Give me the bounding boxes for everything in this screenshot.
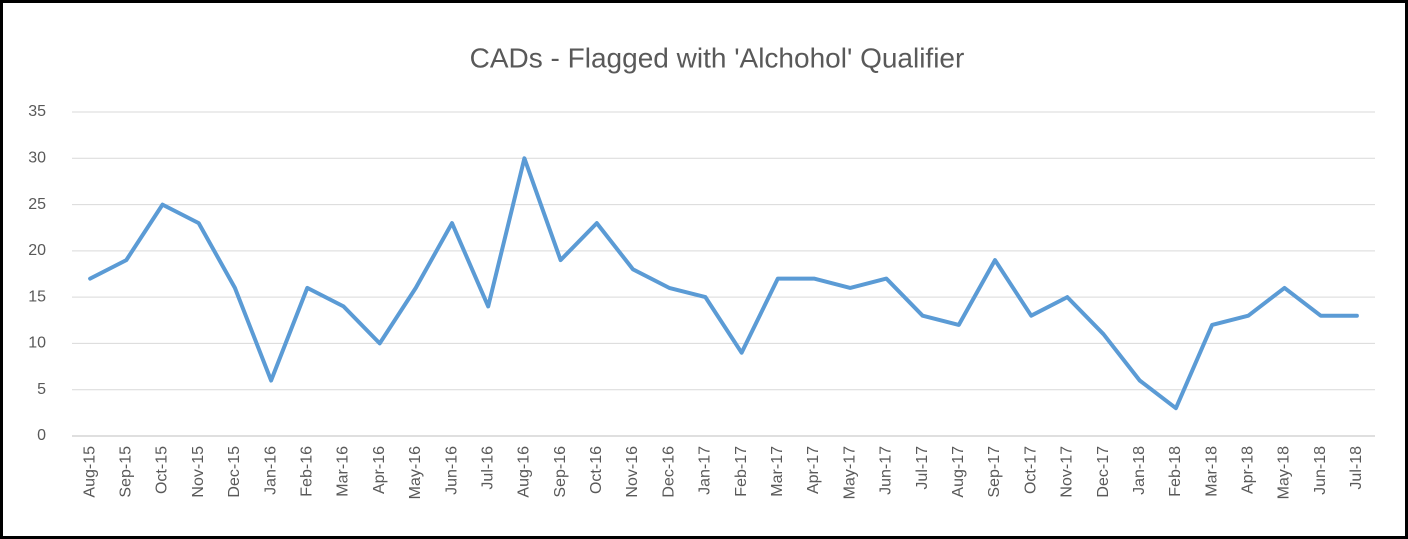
x-tick-label: Jun-18 [1312,446,1329,495]
y-tick-label: 10 [28,335,46,352]
x-tick-label: Dec-17 [1095,446,1112,498]
x-tick-label: Aug-15 [81,446,98,498]
x-tick-label: Aug-17 [950,446,967,498]
y-tick-label: 0 [37,427,46,444]
chart-title: CADs - Flagged with 'Alchohol' Qualifier [470,42,965,73]
x-tick-label: Oct-16 [588,446,605,494]
x-tick-label: Jan-18 [1131,446,1148,495]
x-tick-label: Sep-17 [986,446,1003,498]
x-tick-label: Dec-15 [226,446,243,498]
x-tick-label: Jul-18 [1348,446,1365,490]
x-tick-label: May-17 [841,446,858,499]
x-tick-label: Oct-15 [154,446,171,494]
x-tick-label: Apr-16 [371,446,388,494]
x-tick-label: Nov-16 [624,446,641,498]
x-tick-label: Mar-18 [1203,446,1220,497]
x-tick-label: Feb-17 [733,446,750,497]
data-line [88,156,1359,411]
x-tick-label: Jul-17 [914,446,931,490]
x-tick-label: Jan-16 [262,446,279,495]
x-tick-label: Oct-17 [1022,446,1039,494]
y-tick-label: 20 [28,242,46,259]
x-tick-label: May-18 [1276,446,1293,499]
y-tick-label: 5 [37,381,46,398]
x-tick-label: Apr-18 [1240,446,1257,494]
x-tick-label: Aug-16 [516,446,533,498]
x-tick-label: Mar-16 [335,446,352,497]
x-tick-label: Feb-16 [298,446,315,497]
x-tick-label: Nov-15 [190,446,207,498]
y-tick-label: 25 [28,196,46,213]
x-tick-label: Sep-16 [552,446,569,498]
x-tick-label: Apr-17 [805,446,822,494]
x-tick-label: Jun-17 [878,446,895,495]
x-tick-label: May-16 [407,446,424,499]
x-tick-label: Jun-16 [443,446,460,495]
x-tick-label: Mar-17 [769,446,786,497]
y-tick-label: 30 [28,150,46,167]
x-tick-label: Feb-18 [1167,446,1184,497]
x-tick-label: Jul-16 [479,446,496,490]
x-tick-label: Nov-17 [1059,446,1076,498]
x-tick-label: Jan-17 [697,446,714,495]
x-tick-label: Dec-16 [660,446,677,498]
y-tick-label: 15 [28,288,46,305]
x-tick-label: Sep-15 [118,446,135,498]
y-tick-label: 35 [28,103,46,120]
